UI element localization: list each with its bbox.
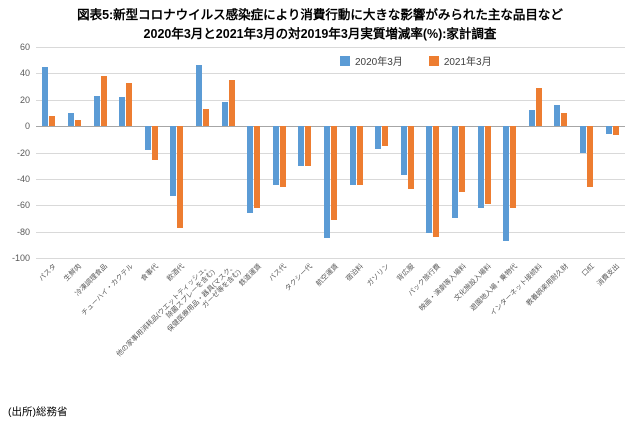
bar-series0-cat11 — [324, 126, 330, 239]
gridline — [36, 231, 625, 233]
legend-swatch-2020-icon — [340, 55, 350, 66]
source-note: (出所)総務省 — [8, 406, 68, 418]
bar-series1-cat19 — [535, 87, 542, 127]
x-axis-line — [36, 126, 625, 128]
bar-series0-cat13 — [375, 126, 382, 149]
bar-series0-cat16 — [452, 126, 459, 219]
bar-series0-cat2 — [93, 95, 100, 127]
gridline — [36, 258, 625, 259]
bar-series1-cat10 — [305, 126, 312, 166]
y-axis-tick-label: -80 — [16, 226, 30, 237]
bar-series0-cat0 — [42, 66, 49, 127]
bar-series0-cat22 — [605, 126, 612, 135]
chart-title-line2: 2020年3月と2021年3月の対2019年3月実質増減率(%):家計調査 — [143, 26, 497, 41]
bar-series0-cat10 — [298, 126, 305, 166]
legend-label-2021: 2021年3月 — [443, 57, 492, 68]
bar-series1-cat15 — [433, 126, 440, 237]
chart-title: 図表5:新型コロナウイルス感染症により消費行動に大きな影響がみられた主な品目など… — [0, 6, 640, 44]
bar-series1-cat8 — [254, 126, 261, 208]
gridline — [36, 205, 625, 207]
bar-series0-cat18 — [503, 126, 510, 241]
bar-series0-cat21 — [580, 126, 587, 153]
chart-legend: 2020年3月 2021年3月 — [340, 53, 492, 68]
bar-series1-cat12 — [356, 126, 363, 186]
bar-series1-cat13 — [382, 126, 389, 146]
bar-series1-cat18 — [510, 126, 517, 208]
bar-series0-cat14 — [400, 126, 407, 175]
y-axis-tick-label: -60 — [16, 200, 30, 211]
bar-series0-cat1 — [67, 112, 74, 127]
bar-series1-cat9 — [279, 126, 286, 187]
y-axis-tick-label: 0 — [24, 121, 30, 132]
bar-series1-cat14 — [407, 126, 414, 190]
bar-series1-cat1 — [74, 119, 81, 127]
bar-series1-cat7 — [228, 79, 235, 127]
bar-series0-cat3 — [119, 97, 126, 127]
y-axis-tick-label: -20 — [16, 147, 30, 158]
y-axis-tick-label: 20 — [19, 94, 30, 105]
bar-series0-cat8 — [247, 126, 254, 214]
bar-series1-cat21 — [587, 126, 594, 187]
bar-series0-cat5 — [170, 126, 177, 197]
legend-item-2020: 2020年3月 — [340, 53, 403, 68]
gridline — [36, 152, 625, 154]
bar-series1-cat17 — [484, 126, 491, 204]
gridline — [36, 47, 625, 48]
bar-series0-cat15 — [426, 126, 433, 233]
bar-series0-cat19 — [528, 110, 535, 127]
bar-series1-cat0 — [49, 115, 56, 127]
legend-swatch-2021-icon — [428, 55, 439, 66]
bar-series0-cat17 — [477, 126, 484, 208]
bar-series1-cat3 — [126, 82, 133, 127]
bar-series0-cat12 — [349, 126, 356, 186]
bar-series0-cat7 — [221, 102, 228, 127]
bar-series1-cat2 — [100, 76, 107, 127]
bar-series1-cat6 — [202, 108, 209, 127]
gridline — [36, 73, 625, 75]
bar-series0-cat4 — [144, 126, 151, 150]
bar-series1-cat22 — [612, 126, 619, 136]
bar-series1-cat16 — [459, 126, 466, 193]
gridline — [36, 178, 625, 180]
y-axis-tick-label: 40 — [19, 68, 30, 79]
bar-series1-cat4 — [151, 126, 158, 161]
y-axis-tick-label: -100 — [11, 253, 30, 263]
bar-series1-cat5 — [177, 126, 184, 228]
bar-series1-cat20 — [561, 112, 568, 127]
bar-series0-cat9 — [272, 126, 279, 186]
gridline — [36, 99, 625, 101]
bar-series1-cat11 — [331, 126, 337, 220]
y-axis-tick-label: 60 — [19, 42, 30, 52]
legend-label-2020: 2020年3月 — [355, 57, 403, 68]
bar-series0-cat20 — [554, 105, 561, 127]
chart-title-line1: 図表5:新型コロナウイルス感染症により消費行動に大きな影響がみられた主な品目など — [77, 8, 563, 22]
y-axis-tick-label: -40 — [16, 173, 30, 184]
bar-series0-cat6 — [195, 65, 202, 127]
legend-item-2021: 2021年3月 — [428, 53, 492, 68]
